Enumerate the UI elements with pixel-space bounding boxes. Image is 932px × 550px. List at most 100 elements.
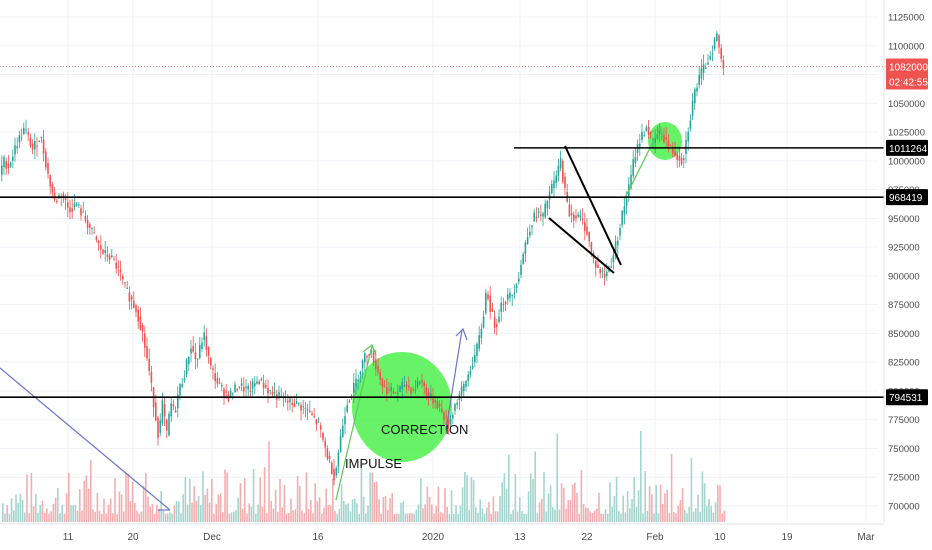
volume-bar (107, 504, 110, 522)
candle-body (586, 226, 588, 235)
candle-body (386, 387, 388, 395)
candle-body (157, 417, 159, 438)
price-axis-bg (884, 0, 932, 550)
annotation-label: CORRECTION (381, 422, 468, 437)
volume-bar (624, 512, 627, 522)
volume-bar (120, 494, 123, 522)
volume-bar (417, 504, 420, 522)
candle-body (669, 145, 672, 147)
candle-body (553, 180, 555, 188)
volume-bar (318, 497, 321, 522)
candle-body (313, 416, 315, 418)
volume-bar (558, 509, 561, 522)
volume-bar (428, 496, 431, 522)
candle-body (509, 292, 511, 298)
volume-bar (490, 513, 492, 522)
volume-bar (534, 451, 536, 522)
volume-bar (288, 513, 290, 522)
candle-body (320, 425, 322, 430)
candle-body (194, 352, 197, 359)
candle-body (397, 392, 399, 394)
candle-body (570, 213, 573, 215)
candle-body (214, 373, 216, 381)
volume-bar (525, 513, 528, 522)
volume-bar (708, 498, 710, 522)
candle-body (544, 203, 546, 217)
candle-body (254, 383, 256, 387)
candle-body (355, 378, 357, 388)
volume-bar (351, 499, 354, 522)
volume-bar (382, 496, 385, 522)
candle-body (685, 139, 687, 154)
volume-bar (239, 482, 242, 522)
candle-body (625, 199, 628, 206)
candle-body (676, 153, 678, 160)
volume-bar (211, 478, 213, 522)
candle-body (641, 131, 643, 141)
volume-bar (233, 511, 235, 522)
candle-body (513, 292, 516, 294)
candle-body (643, 135, 645, 137)
volume-bar (314, 483, 316, 522)
volume-bar (59, 513, 61, 522)
price-tick-label: 1125000 (888, 13, 924, 24)
price-tick-label: 950000 (888, 214, 920, 225)
volume-bar (347, 503, 349, 522)
volume-bar (519, 497, 521, 522)
volume-bar (215, 504, 217, 522)
candle-body (69, 207, 71, 213)
volume-bar (257, 504, 259, 522)
volume-bar (635, 506, 638, 522)
candle-body (515, 285, 518, 288)
volume-bar (169, 512, 171, 522)
candle-body (243, 386, 245, 392)
candle-body (56, 201, 58, 203)
candle-body (75, 204, 78, 206)
volume-bar (690, 458, 693, 522)
volume-bar (442, 513, 444, 522)
volume-bar (389, 498, 391, 522)
volume-bar (450, 490, 453, 522)
candle-body (100, 245, 102, 250)
candle-body (295, 401, 298, 404)
candle-body (5, 161, 7, 169)
volume-bar (541, 498, 543, 522)
candle-body (16, 146, 18, 149)
candle-body (564, 176, 566, 189)
volume-bar (175, 500, 178, 522)
candle-body (247, 385, 249, 390)
volume-bar (472, 480, 475, 522)
volume-bar (312, 513, 314, 522)
volume-bar (692, 511, 695, 522)
volume-bar (677, 505, 679, 522)
candle-body (443, 412, 445, 421)
candle-body (588, 231, 590, 242)
volume-bar (503, 473, 506, 522)
wedge-lower-line (548, 217, 615, 274)
volume-bar (310, 500, 312, 522)
volume-bar (424, 504, 426, 522)
level-price-tag (886, 389, 928, 406)
volume-bar (646, 510, 649, 522)
volume-bar (554, 509, 556, 522)
volume-bar (499, 495, 501, 522)
candle-body (542, 213, 544, 217)
volume-bar (657, 513, 660, 522)
candle-body (375, 359, 377, 369)
candle-body (174, 410, 177, 413)
candle-body (603, 273, 606, 278)
volume-bar (444, 488, 446, 522)
volume-bar (448, 514, 451, 522)
candle-body (102, 249, 104, 254)
volume-bar (688, 506, 690, 522)
volume-bar (195, 500, 198, 522)
candle-body (520, 264, 522, 275)
candle-body (403, 385, 406, 387)
volume-bar (483, 513, 486, 522)
volume-bar (206, 488, 209, 522)
candle-body (447, 420, 450, 429)
volume-bar (420, 478, 422, 522)
candle-body (170, 403, 172, 417)
volume-bar (17, 502, 19, 522)
